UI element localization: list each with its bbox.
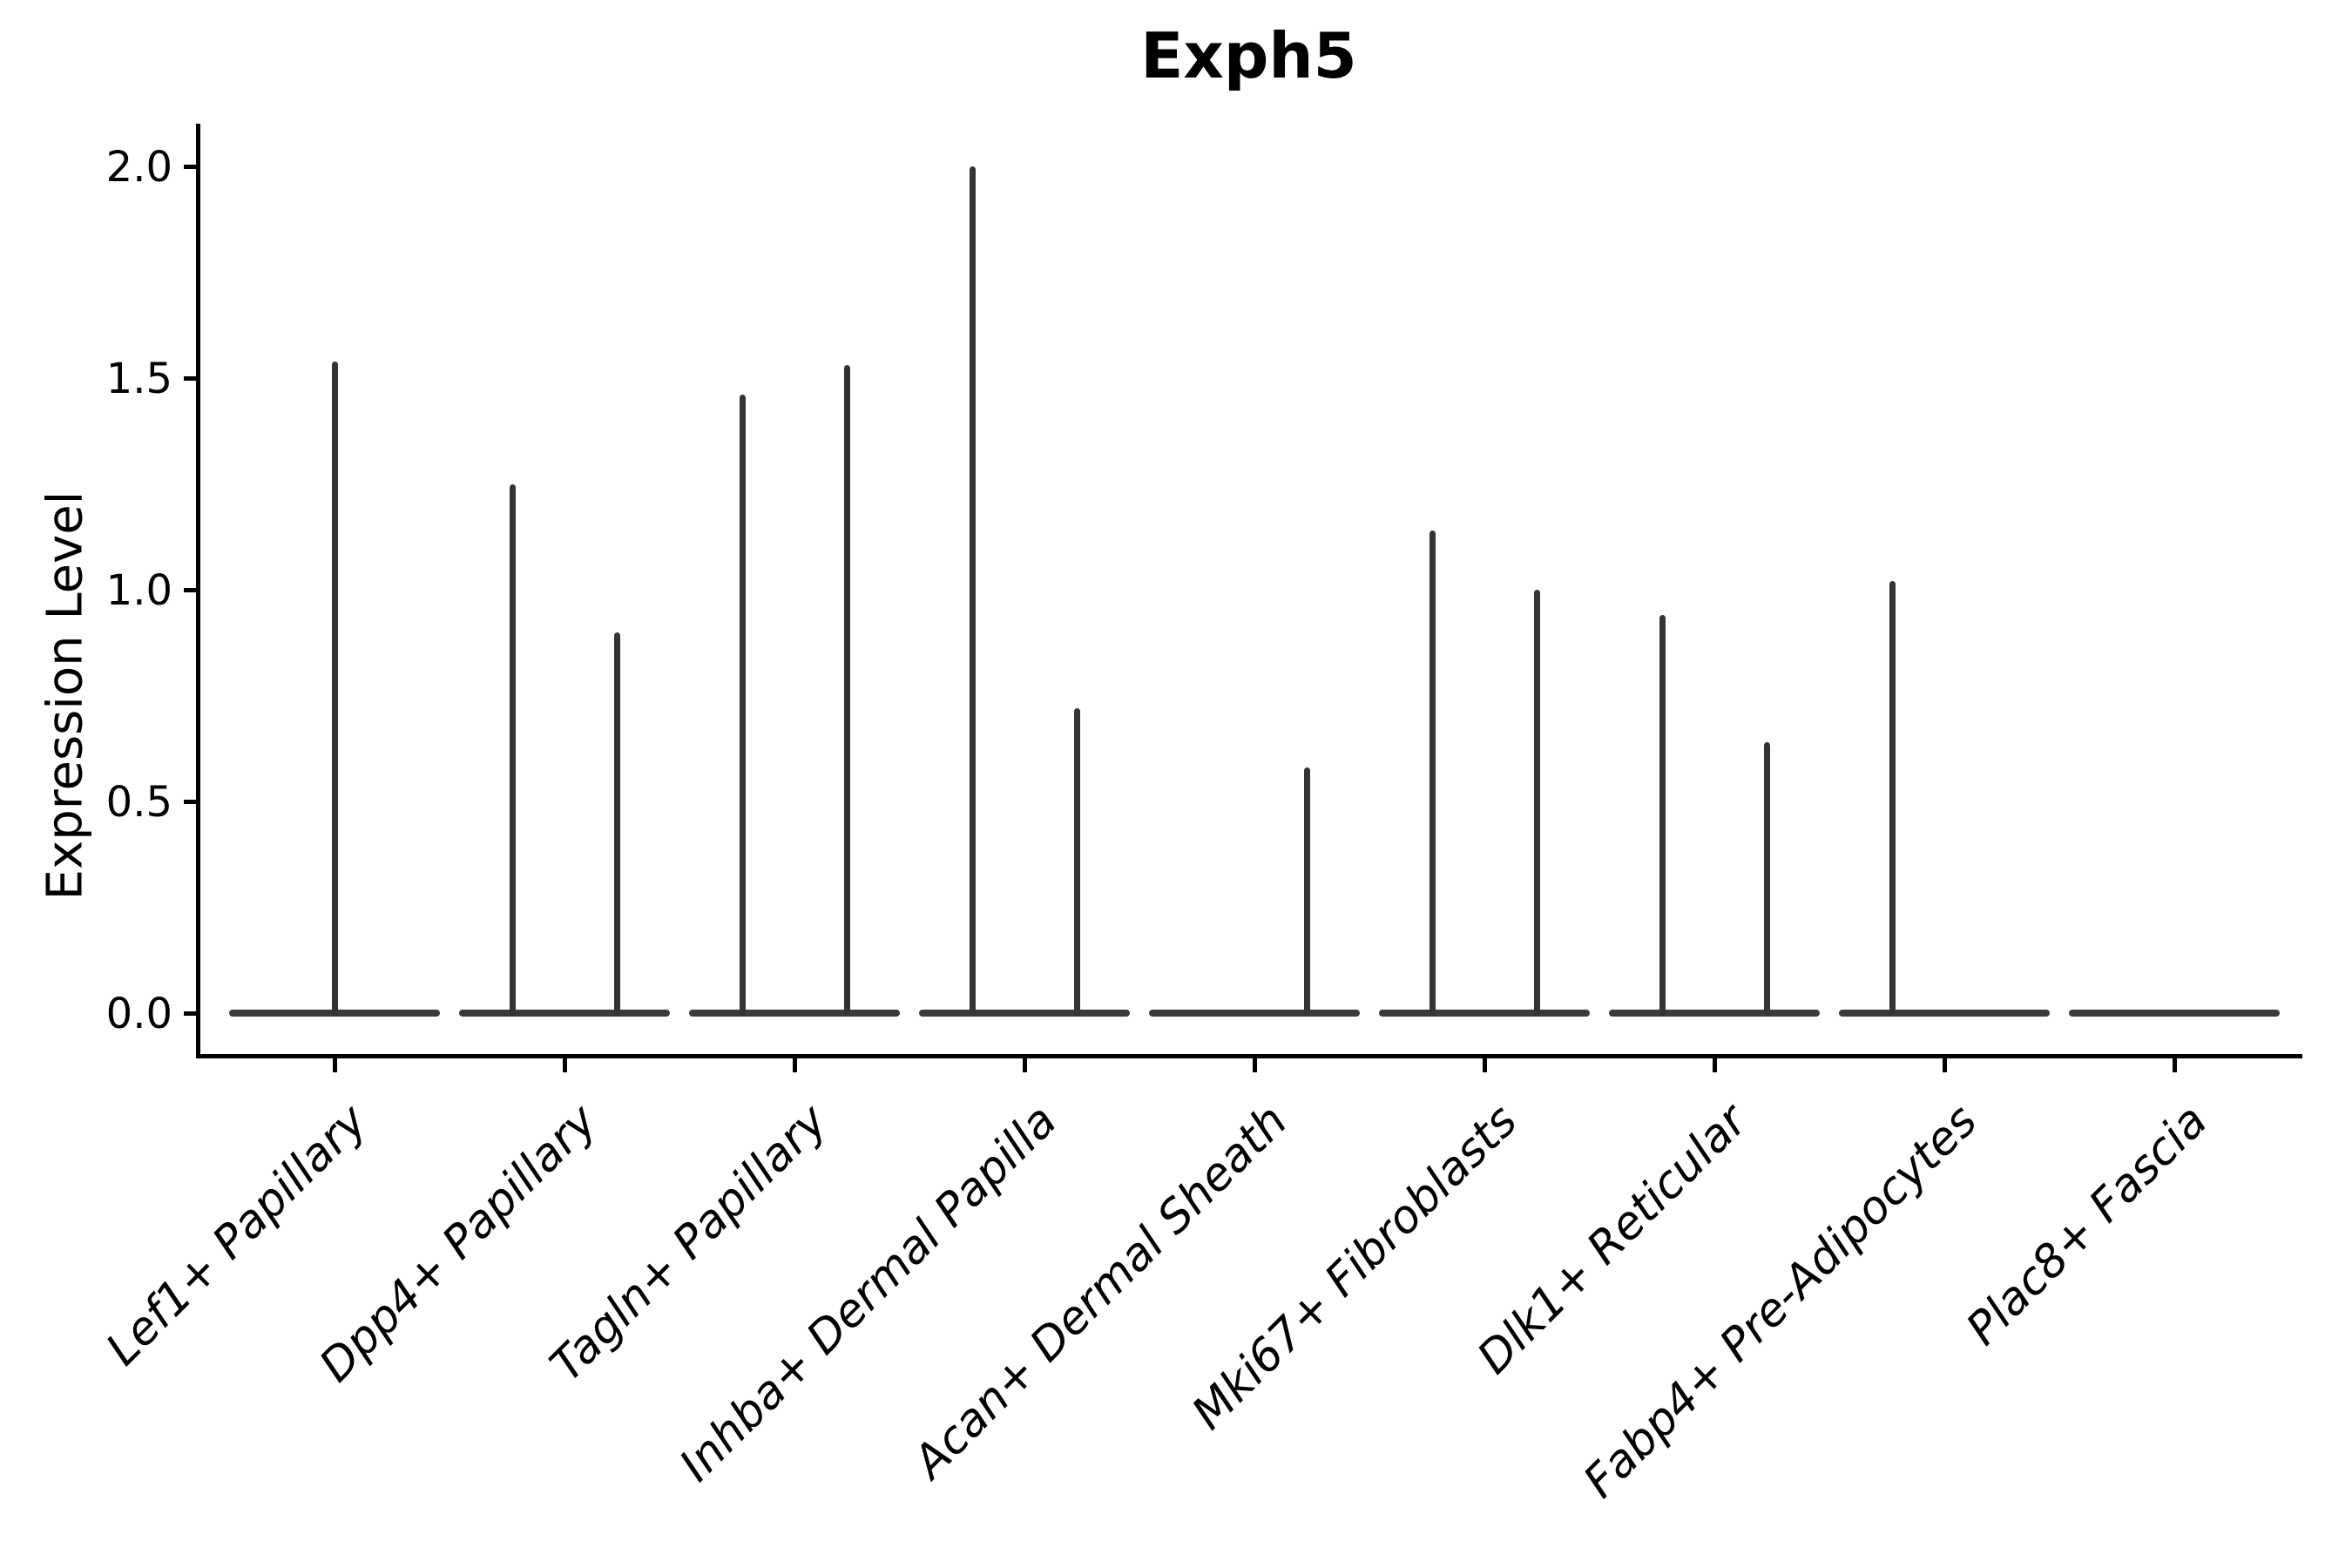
violin-spike — [739, 395, 746, 1016]
violin-baseline — [689, 1010, 900, 1017]
y-tick-label: 1.0 — [105, 566, 172, 615]
violin-baseline — [1149, 1010, 1360, 1017]
x-tick — [1942, 1058, 1947, 1072]
x-axis-spine — [196, 1054, 2302, 1058]
violin-spike — [1763, 741, 1770, 1016]
y-tick — [184, 375, 197, 381]
y-tick-label: 1.5 — [105, 355, 172, 403]
x-tick — [792, 1058, 797, 1072]
chart-title: Exph5 — [1140, 19, 1357, 92]
violin-spike — [1889, 581, 1896, 1016]
x-tick-label: Acan+ Dermal Sheath — [903, 1094, 1298, 1489]
violin-baseline — [2069, 1010, 2280, 1017]
violin-spike — [613, 632, 620, 1016]
violin-baseline — [1379, 1010, 1590, 1017]
y-tick — [184, 587, 197, 592]
y-axis-label: Expression Level — [37, 490, 94, 901]
violin-baseline — [459, 1010, 670, 1017]
violin-spike — [1659, 615, 1666, 1016]
x-tick-label: Inhba+ Dermal Papilla — [670, 1094, 1068, 1492]
x-tick — [1252, 1058, 1257, 1072]
violin-baseline — [919, 1010, 1130, 1017]
violin-spike — [843, 365, 850, 1016]
y-tick — [184, 1010, 197, 1016]
violin-spike — [1303, 767, 1310, 1016]
y-tick-label: 2.0 — [105, 143, 172, 192]
y-axis-spine — [196, 124, 200, 1058]
x-tick — [1022, 1058, 1027, 1072]
x-tick-label: Fabp4+ Pre-Adipocytes — [1573, 1094, 1988, 1509]
violin-spike — [1073, 708, 1080, 1016]
violin-spike — [1429, 530, 1436, 1016]
x-tick — [332, 1058, 337, 1072]
y-tick — [184, 799, 197, 804]
x-tick — [2172, 1058, 2177, 1072]
x-tick — [1712, 1058, 1717, 1072]
violin-baseline — [1839, 1010, 2050, 1017]
y-tick — [184, 164, 197, 169]
violin-spike — [509, 483, 516, 1016]
violin-baseline — [1609, 1010, 1820, 1017]
x-tick-label: Plac8+ Fascia — [1956, 1094, 2218, 1356]
x-tick — [1482, 1058, 1487, 1072]
violin-spike — [331, 361, 338, 1016]
y-tick-label: 0.0 — [105, 990, 172, 1038]
violin-spike — [969, 166, 976, 1016]
y-tick-label: 0.5 — [105, 778, 172, 827]
x-tick — [562, 1058, 567, 1072]
violin-spike — [1533, 590, 1540, 1016]
